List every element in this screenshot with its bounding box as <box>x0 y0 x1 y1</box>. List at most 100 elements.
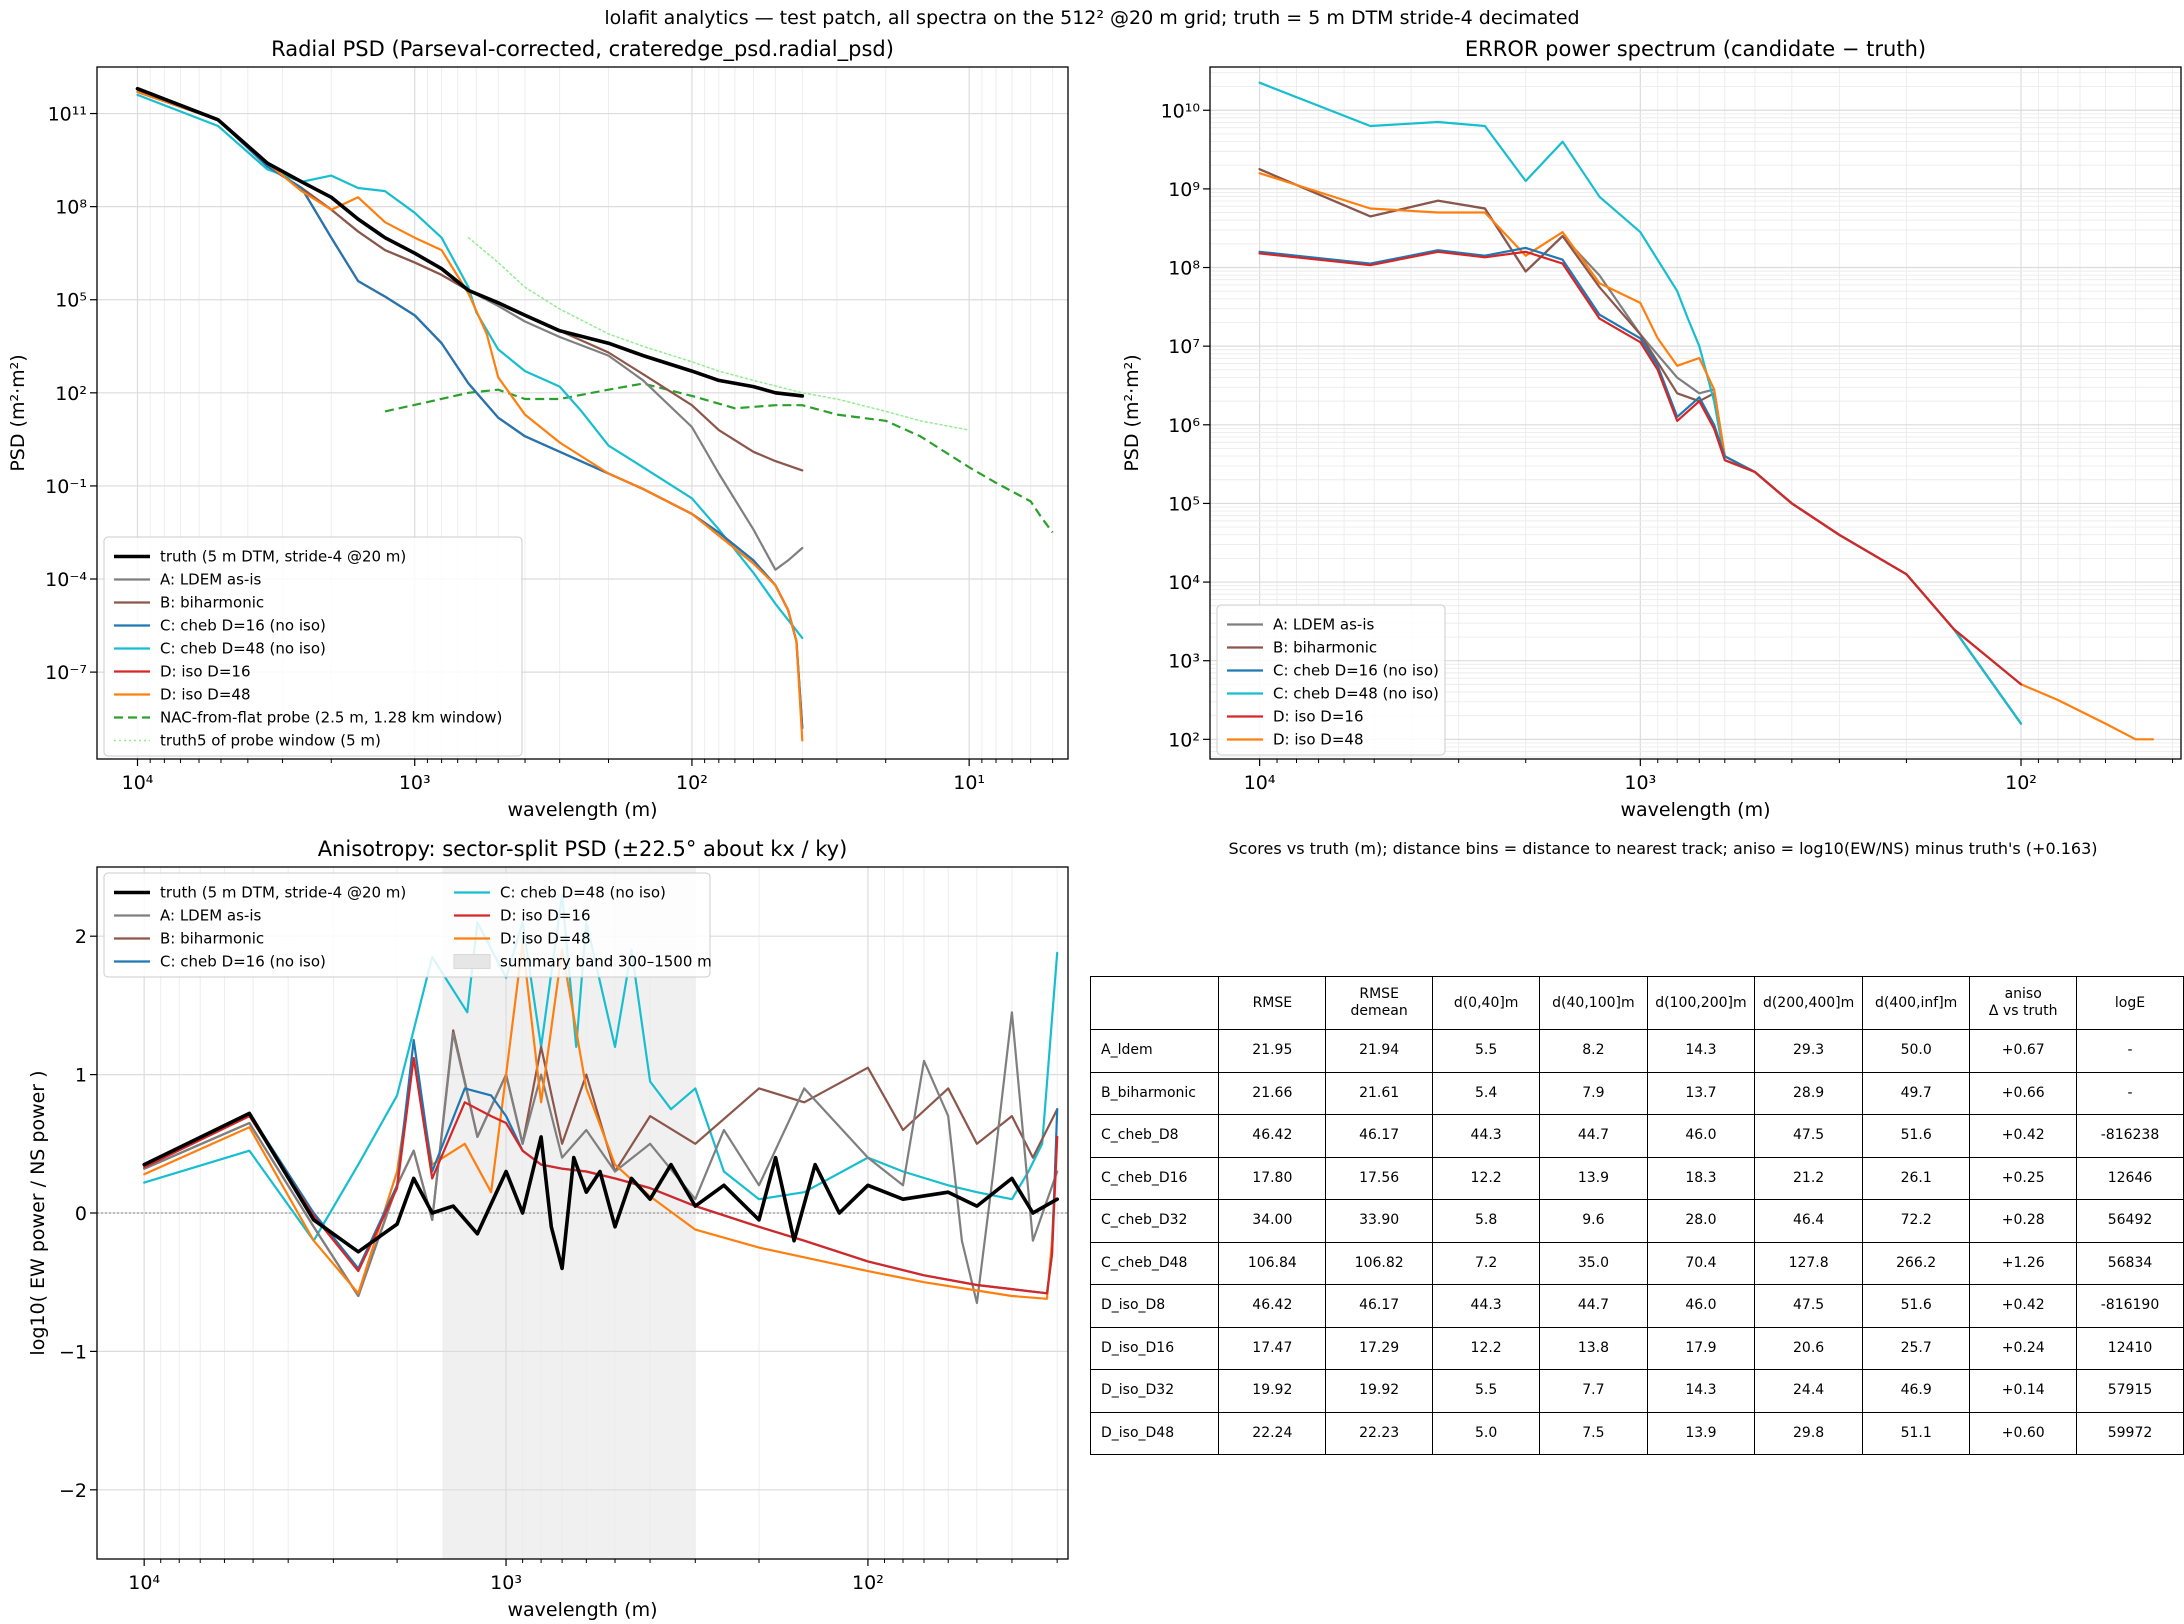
table-cell: 29.8 <box>1754 1411 1863 1455</box>
y-tick-label: 10² <box>1168 729 1200 751</box>
table-cell: 13.9 <box>1539 1156 1648 1200</box>
table-cell: 5.5 <box>1432 1369 1541 1413</box>
table-cell: 21.94 <box>1325 1029 1434 1073</box>
scores-header-cell: d(40,100]m <box>1539 976 1648 1030</box>
series-line-D48 <box>136 90 804 742</box>
row-label: C_cheb_D32 <box>1089 1199 1220 1243</box>
table-cell: +0.67 <box>1969 1029 2077 1073</box>
aniso-grid <box>97 867 1068 1559</box>
series-line-D48 <box>1258 172 2155 741</box>
table-cell: 28.9 <box>1754 1071 1863 1115</box>
scores-header-row: RMSE RMSE demean d(0,40]m d(40,100]m d(100,20… <box>1089 976 2184 1030</box>
series-line-B <box>136 90 804 472</box>
y-tick-label: 10⁹ <box>1168 179 1200 201</box>
table-cell: 5.4 <box>1432 1071 1541 1115</box>
panel-error-psd: ERROR power spectrum (candidate − truth)… <box>1121 37 2182 821</box>
scores-header-line: Δ vs truth <box>1988 1003 2058 1019</box>
legend-label: summary band 300–1500 m <box>500 953 712 971</box>
table-cell: 19.92 <box>1218 1369 1327 1413</box>
table-cell: 46.42 <box>1218 1284 1327 1328</box>
series-line-A <box>136 90 804 571</box>
scores-header-line: aniso <box>2004 986 2042 1002</box>
y-tick-label: 10³ <box>1168 651 1200 673</box>
error-axes-frame <box>1209 66 2182 760</box>
table-row: D_iso_D32 19.92 19.92 5.5 7.7 14.3 24.4 46.9 +0.… <box>1089 1369 2184 1413</box>
series-line-NAC <box>384 382 1054 534</box>
table-row: C_cheb_D32 34.00 33.90 5.8 9.6 28.0 46.4 72.2 +0… <box>1089 1199 2184 1243</box>
scores-header-cell: logE <box>2075 976 2184 1030</box>
error-yticks: 10¹⁰ 10⁹ 10⁸ 10⁷ 10⁶ 10⁵ 10⁴ 10³ 10² <box>1161 100 1210 751</box>
x-tick-label: 10² <box>852 1572 884 1594</box>
table-row: D_iso_D48 22.24 22.23 5.0 7.5 13.9 29.8 51.1 +0.… <box>1089 1411 2184 1455</box>
scores-header-line: d(0,40]m <box>1453 994 1519 1011</box>
error-legend: A: LDEM as-is B: biharmonic C: cheb D=16 (… <box>1216 604 1446 756</box>
row-label: D_iso_D32 <box>1089 1369 1220 1413</box>
aniso-series <box>142 893 1059 1305</box>
table-cell: +0.42 <box>1969 1114 2077 1158</box>
legend-box <box>103 536 523 757</box>
aniso-yticks: 2 1 0 −1 −2 <box>59 926 97 1502</box>
row-label: D_iso_D8 <box>1089 1284 1220 1328</box>
series-line-D16 <box>1258 250 2023 686</box>
scores-table: RMSE RMSE demean d(0,40]m d(40,100]m d(100,20… <box>1089 976 2184 1455</box>
radial-yticks: 10¹¹ 10⁸ 10⁵ 10² 10⁻¹ 10⁻⁴ 10⁻⁷ <box>45 104 97 684</box>
x-tick-label: 10¹ <box>953 772 985 794</box>
radial-axes-frame <box>96 66 1069 760</box>
y-tick-label: 10¹⁰ <box>1161 100 1200 122</box>
table-cell: 17.29 <box>1325 1326 1434 1370</box>
table-cell: +0.14 <box>1969 1369 2077 1413</box>
table-cell: 106.82 <box>1325 1241 1434 1285</box>
table-cell: 33.90 <box>1325 1199 1434 1243</box>
table-cell: 17.9 <box>1646 1326 1756 1370</box>
table-row: D_iso_D16 17.47 17.29 12.2 13.8 17.9 20.6 25.7 +… <box>1089 1326 2184 1370</box>
table-cell: 266.2 <box>1861 1241 1971 1285</box>
legend-label: A: LDEM as-is <box>1273 616 1375 634</box>
legend-box <box>103 872 711 978</box>
table-cell: 7.7 <box>1539 1369 1648 1413</box>
x-tick-label: 10² <box>2005 772 2037 794</box>
legend-label: D: iso D=16 <box>500 907 591 925</box>
row-label: C_cheb_D48 <box>1089 1241 1220 1285</box>
scores-header-line: RMSE <box>1359 986 1399 1002</box>
table-cell: 28.0 <box>1646 1199 1756 1243</box>
y-tick-label: −1 <box>59 1341 87 1363</box>
table-cell: 7.9 <box>1539 1071 1648 1115</box>
aniso-title: Anisotropy: sector-split PSD (±22.5° abo… <box>318 837 848 861</box>
table-row: D_iso_D8 46.42 46.17 44.3 44.7 46.0 47.5 51.6 +0… <box>1089 1284 2184 1328</box>
error-xlabel: wavelength (m) <box>1620 799 1770 821</box>
table-cell: 46.17 <box>1325 1284 1434 1328</box>
table-row: C_cheb_D8 46.42 46.17 44.3 44.7 46.0 47.5 51.6 +… <box>1089 1114 2184 1158</box>
series-line-truth <box>142 1111 1059 1271</box>
table-cell: 17.56 <box>1325 1156 1434 1200</box>
aniso-ylabel: log10( EW power / NS power ) <box>27 1070 49 1355</box>
x-tick-label: 10⁴ <box>128 1572 160 1594</box>
scores-header-line: d(400,inf]m <box>1875 994 1958 1011</box>
table-cell: +0.28 <box>1969 1199 2077 1243</box>
legend-label: A: LDEM as-is <box>160 571 262 589</box>
scores-header-cell: d(100,200]m <box>1646 976 1756 1030</box>
table-cell: 44.7 <box>1539 1114 1648 1158</box>
scores-header-line: logE <box>2114 994 2146 1011</box>
legend-label: D: iso D=48 <box>500 930 591 948</box>
table-row: A_ldem 21.95 21.94 5.5 8.2 14.3 29.3 50.0 +0.67- <box>1089 1029 2184 1073</box>
table-cell: +0.25 <box>1969 1156 2077 1200</box>
table-cell: 56834 <box>2075 1241 2184 1285</box>
y-tick-label: 10⁵ <box>55 290 87 312</box>
legend-label: C: cheb D=48 (no iso) <box>160 640 326 658</box>
scores-header-cell: aniso Δ vs truth <box>1969 976 2077 1030</box>
table-cell: +1.26 <box>1969 1241 2077 1285</box>
table-cell: 51.1 <box>1861 1411 1971 1455</box>
table-cell: - <box>2075 1071 2184 1115</box>
table-cell: 56492 <box>2075 1199 2184 1243</box>
radial-legend: truth (5 m DTM, stride-4 @20 m) A: LDEM a… <box>103 536 523 757</box>
table-cell: 17.47 <box>1218 1326 1327 1370</box>
table-cell: 20.6 <box>1754 1326 1863 1370</box>
legend-label: D: iso D=16 <box>160 663 251 681</box>
table-cell: 44.3 <box>1432 1114 1541 1158</box>
table-cell: +0.42 <box>1969 1284 2077 1328</box>
scores-header-cell: d(400,inf]m <box>1861 976 1971 1030</box>
table-cell: 12646 <box>2075 1156 2184 1200</box>
legend-label: truth (5 m DTM, stride-4 @20 m) <box>160 884 406 902</box>
table-cell: 21.95 <box>1218 1029 1327 1073</box>
panel-radial-psd: Radial PSD (Parseval-corrected, cratered… <box>7 37 1069 821</box>
